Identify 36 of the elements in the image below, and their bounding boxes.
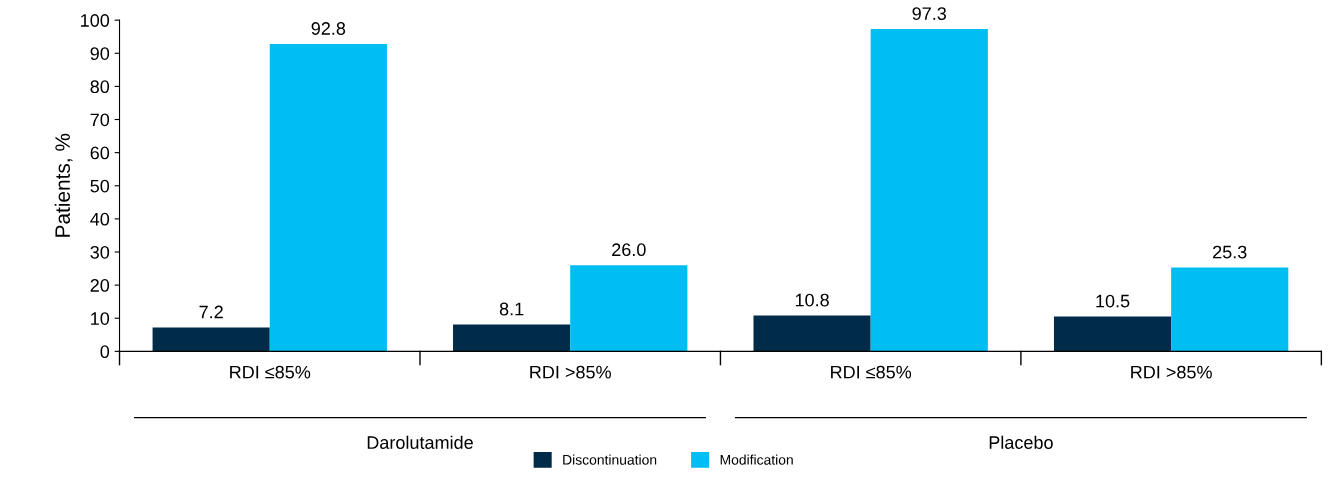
text: 26.0 [612, 243, 646, 257]
y-tick-label: 20 [90, 279, 110, 292]
bar [1053, 316, 1172, 352]
legend-label: Modification [720, 454, 793, 465]
x-tick-label: RDI >85% [530, 365, 611, 379]
y-tick-label: 60 [90, 146, 110, 160]
bar [570, 265, 688, 352]
y-tick-label: 40 [90, 212, 110, 226]
text: 8.1 [499, 302, 524, 316]
y-tick-label: 100 [81, 14, 110, 27]
text: 92.8 [311, 22, 346, 35]
y-tick-label: 80 [90, 80, 110, 94]
legend-label: Discontinuation [563, 454, 657, 465]
bar [870, 29, 988, 352]
bar [753, 315, 871, 352]
y-tick-label: 0 [100, 345, 110, 359]
y-axis-title: Patients, % [54, 133, 73, 237]
bar [152, 327, 270, 352]
text: Placebo [989, 435, 1053, 449]
text: 25.3 [1213, 245, 1247, 259]
text: 10.5 [1096, 294, 1130, 308]
bar [453, 324, 571, 352]
x-tick-label: RDI ≤85% [831, 365, 912, 379]
text: 97.3 [912, 7, 947, 20]
text: Darolutamide [367, 435, 473, 449]
bar [1171, 267, 1289, 352]
y-tick-label: 30 [90, 245, 110, 259]
y-tick-label: 70 [90, 113, 110, 127]
text: 7.2 [199, 305, 223, 319]
x-tick-label: RDI ≤85% [230, 365, 311, 379]
y-tick-label: 90 [90, 47, 110, 60]
text: 10.8 [795, 293, 829, 307]
y-tick-label: 10 [91, 312, 110, 325]
y-tick-label: 50 [90, 179, 110, 193]
x-tick-label: RDI >85% [1131, 365, 1212, 379]
bar [269, 44, 387, 352]
